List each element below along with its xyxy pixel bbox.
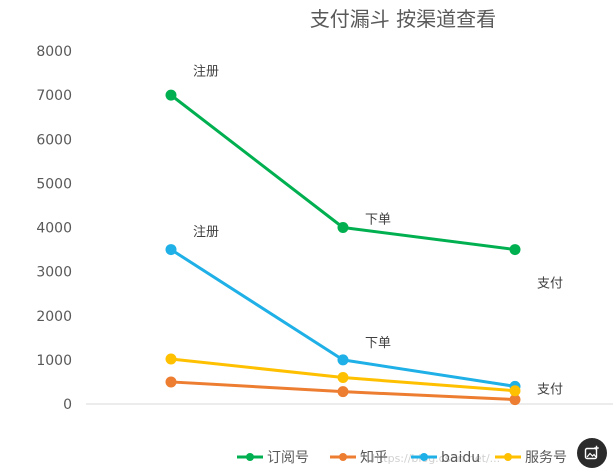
y-tick-label: 1000 xyxy=(36,353,72,369)
data-point xyxy=(509,394,521,406)
y-tick-label: 4000 xyxy=(36,221,72,237)
add-photo-button[interactable] xyxy=(577,438,607,468)
legend-label: baidu xyxy=(441,450,480,466)
legend-item: baidu xyxy=(411,450,480,466)
data-point xyxy=(165,89,177,101)
stage-annotation: 支付 xyxy=(537,277,563,292)
data-point xyxy=(509,385,521,397)
stage-annotation: 下单 xyxy=(365,336,391,351)
legend-marker xyxy=(246,453,254,461)
y-tick-label: 6000 xyxy=(36,132,72,148)
legend-label: 服务号 xyxy=(525,450,567,466)
legend: 订阅号 知乎 baidu 服务号 xyxy=(237,449,567,466)
legend-label: 订阅号 xyxy=(267,450,309,466)
data-point xyxy=(165,353,177,365)
stage-annotation: 下单 xyxy=(365,213,391,228)
legend-marker xyxy=(339,453,347,461)
data-point xyxy=(165,376,177,388)
stage-annotation: 注册 xyxy=(193,64,219,79)
add-photo-icon xyxy=(584,445,599,460)
y-tick-label: 7000 xyxy=(36,88,72,104)
series-layer xyxy=(165,89,521,406)
y-tick-label: 0 xyxy=(63,397,72,413)
series-baidu xyxy=(165,244,521,392)
legend-marker xyxy=(504,453,512,461)
legend-item: 订阅号 xyxy=(237,450,309,466)
legend-item: 服务号 xyxy=(495,450,567,466)
chart-title: 支付漏斗 按渠道查看 xyxy=(310,7,496,31)
legend-item: 知乎 xyxy=(330,449,388,466)
legend-marker xyxy=(420,453,428,461)
y-tick-label: 3000 xyxy=(36,265,72,281)
data-point xyxy=(337,354,349,366)
y-tick-label: 2000 xyxy=(36,309,72,325)
data-point xyxy=(337,386,349,398)
stage-annotation: 支付 xyxy=(537,383,563,398)
y-axis-tick-labels: 0 1000 2000 3000 4000 5000 6000 7000 8000 xyxy=(36,44,72,413)
legend-label: 知乎 xyxy=(360,449,388,466)
data-point xyxy=(165,244,177,256)
data-point xyxy=(337,372,349,384)
series-服务号 xyxy=(165,353,521,397)
series-知乎 xyxy=(165,376,521,406)
data-point xyxy=(337,222,349,233)
series-订阅号 xyxy=(165,89,521,256)
stage-annotation: 注册 xyxy=(193,225,219,240)
y-tick-label: 8000 xyxy=(36,44,72,60)
data-point xyxy=(509,244,521,256)
y-tick-label: 5000 xyxy=(36,176,72,192)
